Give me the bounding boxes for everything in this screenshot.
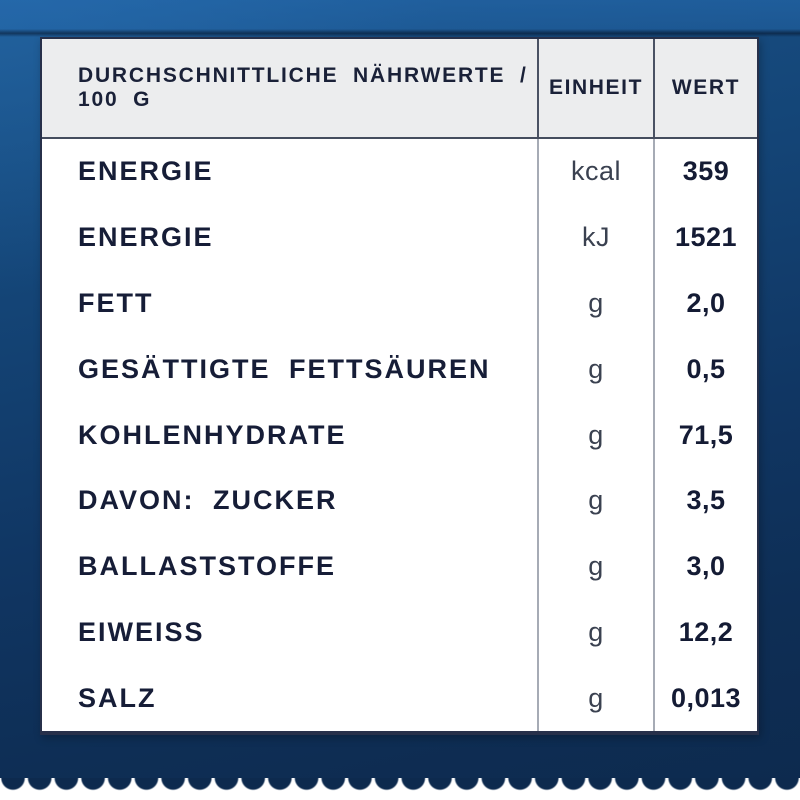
- scallop-edge-pattern: [0, 778, 800, 791]
- table-row-protein: EIWEISS g 12,2: [42, 599, 757, 666]
- row-label: ENERGIE: [78, 156, 214, 187]
- row-value: 1521: [653, 204, 757, 271]
- row-unit: g: [537, 402, 653, 468]
- row-value: 359: [653, 139, 757, 205]
- table-row-energy-kcal: ENERGIE kcal 359: [42, 139, 757, 205]
- row-label: FETT: [78, 287, 154, 318]
- header-unit-label: EINHEIT: [537, 39, 653, 137]
- table-header-row: DURCHSCHNITTLICHE NÄHRWERTE / 100 G EINH…: [42, 39, 757, 139]
- header-nutrients-label: DURCHSCHNITTLICHE NÄHRWERTE / 100 G: [78, 64, 528, 111]
- torn-package-edge: [0, 778, 800, 800]
- table-row-carbohydrates: KOHLENHYDRATE g 71,5: [42, 402, 757, 468]
- table-row-fiber: BALLASTSTOFFE g 3,0: [42, 533, 757, 600]
- table-row-energy-kj: ENERGIE kJ 1521: [42, 204, 757, 271]
- table-row-salt: SALZ g 0,013: [42, 665, 757, 732]
- row-unit: g: [537, 467, 653, 534]
- header-value-label: WERT: [653, 39, 757, 137]
- row-label: ENERGIE: [78, 222, 214, 253]
- row-unit: g: [537, 533, 653, 600]
- row-value: 0,5: [653, 336, 757, 403]
- row-unit: g: [537, 599, 653, 666]
- row-unit: kJ: [537, 204, 653, 271]
- nutrition-facts-table: DURCHSCHNITTLICHE NÄHRWERTE / 100 G EINH…: [40, 37, 759, 735]
- table-body: ENERGIE kcal 359 ENERGIE kJ 1521 FETT g …: [42, 139, 757, 732]
- row-value: 2,0: [653, 270, 757, 337]
- row-unit: g: [537, 336, 653, 403]
- row-label: SALZ: [78, 682, 157, 713]
- row-label: BALLASTSTOFFE: [78, 551, 336, 582]
- table-row-sugar: DAVON: ZUCKER g 3,5: [42, 467, 757, 534]
- row-label: GESÄTTIGTE FETTSÄUREN: [78, 353, 491, 384]
- row-value: 71,5: [653, 402, 757, 468]
- row-label: KOHLENHYDRATE: [78, 419, 347, 450]
- row-unit: g: [537, 665, 653, 732]
- row-value: 3,5: [653, 467, 757, 534]
- row-unit: kcal: [537, 139, 653, 205]
- package-fold-line: [0, 0, 800, 37]
- row-value: 12,2: [653, 599, 757, 666]
- row-unit: g: [537, 270, 653, 337]
- table-row-fat: FETT g 2,0: [42, 270, 757, 337]
- table-row-saturated-fat: GESÄTTIGTE FETTSÄUREN g 0,5: [42, 336, 757, 403]
- row-label: DAVON: ZUCKER: [78, 485, 338, 516]
- row-value: 3,0: [653, 533, 757, 600]
- row-value: 0,013: [653, 665, 757, 732]
- row-label: EIWEISS: [78, 616, 205, 647]
